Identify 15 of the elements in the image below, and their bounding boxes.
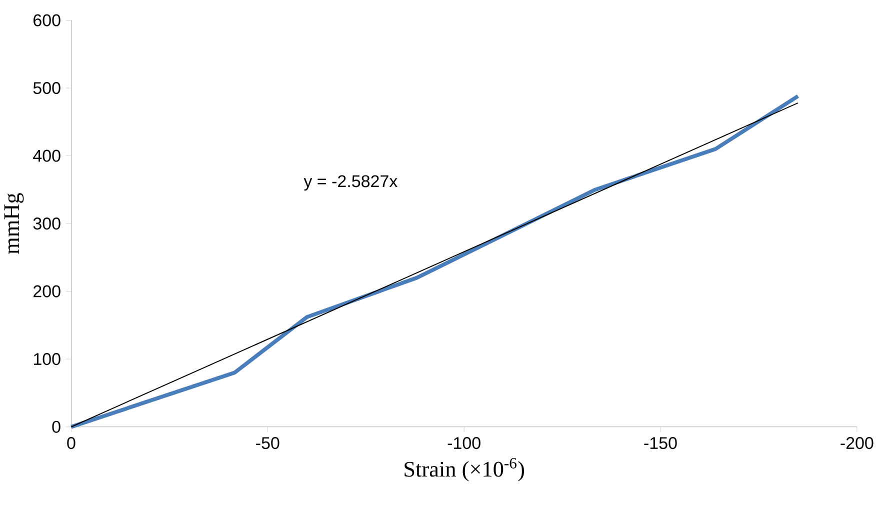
annotation: y = -2.5827x (304, 175, 398, 191)
y-tick-label: 600 (34, 14, 60, 26)
y-tick-label: 300 (33, 218, 60, 230)
y-tick-label: 500 (33, 82, 60, 94)
x-tick-label: -100 (448, 437, 480, 450)
x-tick-label: -200 (840, 437, 874, 450)
y-tick-label: 200 (34, 285, 60, 298)
x-tick-label: -50 (256, 437, 280, 450)
x-tick-label: 0 (67, 437, 76, 450)
x-tick-label: -150 (644, 437, 677, 450)
y-tick-label: 0 (52, 420, 60, 433)
y-axis-title: mmHg (4, 193, 24, 254)
x-axis-title: Strain (×10$^{-6}$) (404, 458, 524, 482)
y-tick-label: 400 (33, 150, 60, 162)
y-tick-label: 100 (34, 353, 60, 366)
